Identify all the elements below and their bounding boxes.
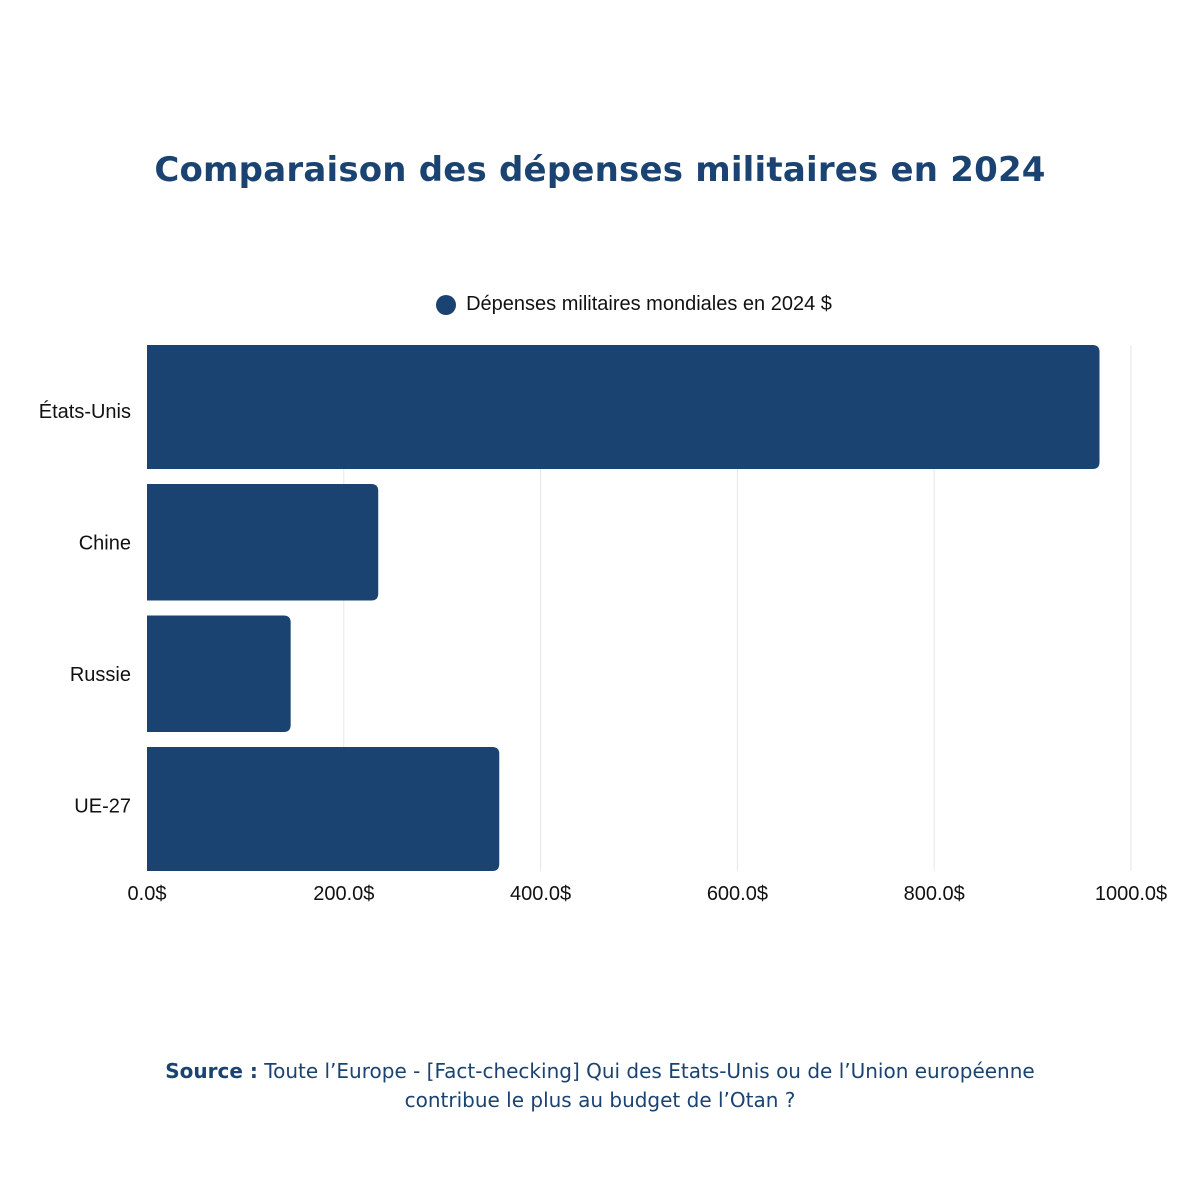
category-label: États-Unis [39,400,131,423]
bar-3 [147,747,500,871]
x-tick-label: 600.0$ [707,883,768,905]
x-tick-label: 200.0$ [313,883,374,905]
bar-2 [147,615,291,732]
legend-marker-icon [436,294,457,315]
x-tick-label: 400.0$ [510,883,571,905]
source-note: Source : Toute l’Europe - [Fact-checking… [150,1057,1050,1115]
bar-0 [147,345,1100,469]
category-label: Russie [70,664,131,686]
x-tick-label: 800.0$ [904,883,965,905]
source-label: Source : [165,1059,258,1083]
bar-1 [147,484,379,601]
legend: Dépenses militaires mondiales en 2024 $ [0,293,1200,316]
legend-label: Dépenses militaires mondiales en 2024 $ [466,293,832,315]
category-label: UE-27 [74,795,131,817]
x-tick-label: 1000.0$ [1095,883,1167,905]
chart-title: Comparaison des dépenses militaires en 2… [154,150,1046,190]
category-label: Chine [79,532,131,554]
x-tick-label: 0.0$ [128,883,167,905]
source-text: Toute l’Europe - [Fact-checking] Qui des… [264,1059,1035,1112]
